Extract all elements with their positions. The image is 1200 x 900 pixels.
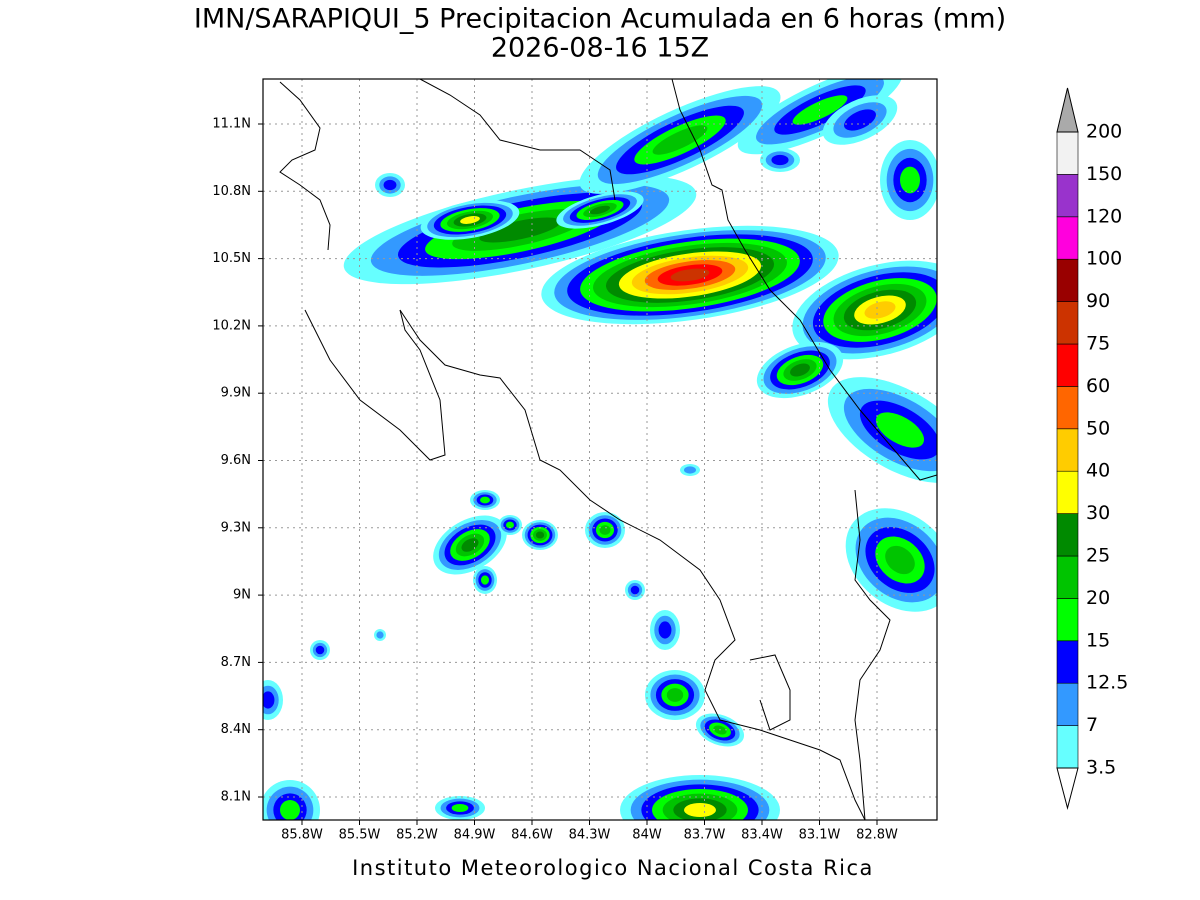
colorbar-swatch [1056, 258, 1079, 302]
precip-contour [652, 125, 708, 155]
lon-label: 84.9W [454, 828, 496, 843]
colorbar-swatch [1056, 682, 1079, 726]
lat-label: 8.4N [221, 722, 251, 737]
lat-label: 8.7N [221, 655, 251, 670]
coastline [304, 309, 446, 461]
colorbar-label: 90 [1086, 290, 1110, 312]
lon-label: 83.4W [741, 828, 783, 843]
colorbar: 3.5 7 12.5 15 20 25 30 40 50 60 75 90 100 120 150 200 [1056, 87, 1128, 810]
precip-contour [684, 466, 696, 474]
precip-contour [535, 531, 545, 539]
precip-contour [383, 179, 397, 191]
precip-contour [630, 585, 640, 595]
lon-label: 85.8W [281, 828, 323, 843]
colorbar-label: 200 [1086, 121, 1122, 143]
precip-contour [481, 575, 489, 585]
precip-contour [790, 363, 810, 377]
coastline [749, 654, 791, 731]
colorbar-label: 100 [1086, 248, 1122, 270]
precip-contour [479, 217, 561, 243]
lon-label: 84.6W [511, 828, 553, 843]
precip-contour [670, 268, 710, 282]
colorbar-label: 120 [1086, 205, 1122, 227]
precip-contour [280, 800, 300, 820]
colorbar-swatch [1056, 555, 1079, 599]
colorbar-label: 50 [1086, 417, 1110, 439]
colorbar-under [1056, 767, 1079, 810]
precip-contour [315, 645, 325, 655]
colorbar-label: 20 [1086, 587, 1110, 609]
lon-label: 85.2W [396, 828, 438, 843]
colorbar-label: 60 [1086, 375, 1110, 397]
lon-label: 85.5W [339, 828, 381, 843]
colorbar-swatch [1056, 386, 1079, 430]
precip-contour [875, 412, 925, 448]
lat-label: 9N [233, 588, 251, 603]
lon-label: 82.8W [856, 828, 898, 843]
precip-contour [589, 205, 611, 215]
precip-contour [666, 688, 684, 702]
precip-field [263, 79, 937, 820]
lon-label: 84.3W [569, 828, 611, 843]
lat-label: 10.5N [212, 251, 251, 266]
lon-label: 83.1W [799, 828, 841, 843]
grid: 11.1N 10.8N 10.5N 10.2N 9.9N 9.6N 9.3N 9N 8.7N 8.… [212, 79, 937, 843]
precip-contour [771, 154, 789, 166]
colorbar-swatch [1056, 470, 1079, 514]
precip-contour [684, 803, 716, 817]
precip-contour [506, 521, 514, 529]
lat-label: 8.1N [221, 790, 251, 805]
colorbar-label: 30 [1086, 502, 1110, 524]
coastlines [279, 79, 937, 820]
colorbar-swatch [1056, 174, 1079, 218]
map-subtitle: 2026-08-16 15Z [491, 33, 709, 64]
border [671, 79, 937, 481]
precip-contour [885, 545, 915, 575]
lat-label: 11.1N [212, 117, 251, 132]
map-frame [262, 78, 938, 821]
colorbar-label: 150 [1086, 163, 1122, 185]
colorbar-swatch [1056, 301, 1079, 345]
colorbar-swatch [1056, 343, 1079, 387]
precip-contour [376, 631, 384, 639]
colorbar-swatch [1056, 725, 1079, 769]
coastline [279, 81, 331, 251]
precip-contour [480, 496, 490, 504]
precip-contour [900, 166, 920, 194]
colorbar-label: 7 [1086, 714, 1098, 736]
precip-contour [864, 301, 896, 319]
coastline [399, 309, 866, 820]
colorbar-swatch [1056, 598, 1079, 642]
coastline [419, 79, 616, 201]
colorbar-label: 12.5 [1086, 672, 1128, 694]
colorbar-swatch [1056, 513, 1079, 557]
lat-label: 10.8N [212, 184, 251, 199]
precip-contour [451, 804, 469, 812]
precip-contour [658, 621, 672, 639]
precip-contour [599, 525, 611, 535]
border [854, 489, 891, 820]
colorbar-swatch [1056, 216, 1079, 260]
lat-label: 9.6N [221, 453, 251, 468]
colorbar-label: 40 [1086, 460, 1110, 482]
precip-contour [263, 691, 275, 709]
colorbar-label: 15 [1086, 629, 1110, 651]
lat-label: 9.9N [221, 386, 251, 401]
colorbar-swatch [1056, 428, 1079, 472]
colorbar-swatch [1056, 131, 1079, 175]
footer: Instituto Meteorologico Nacional Costa R… [352, 856, 874, 880]
lon-label: 84W [632, 828, 662, 843]
lat-label: 10.2N [212, 318, 251, 333]
map-title: IMN/SARAPIQUI_5 Precipitacion Acumulada … [194, 4, 1006, 35]
colorbar-label: 3.5 [1086, 757, 1116, 779]
colorbar-over [1056, 87, 1079, 133]
lat-label: 9.3N [221, 520, 251, 535]
colorbar-label: 75 [1086, 333, 1110, 355]
colorbar-label: 25 [1086, 545, 1110, 567]
precip-contour [844, 109, 876, 131]
colorbar-swatch [1056, 640, 1079, 684]
lon-label: 83.7W [684, 828, 726, 843]
